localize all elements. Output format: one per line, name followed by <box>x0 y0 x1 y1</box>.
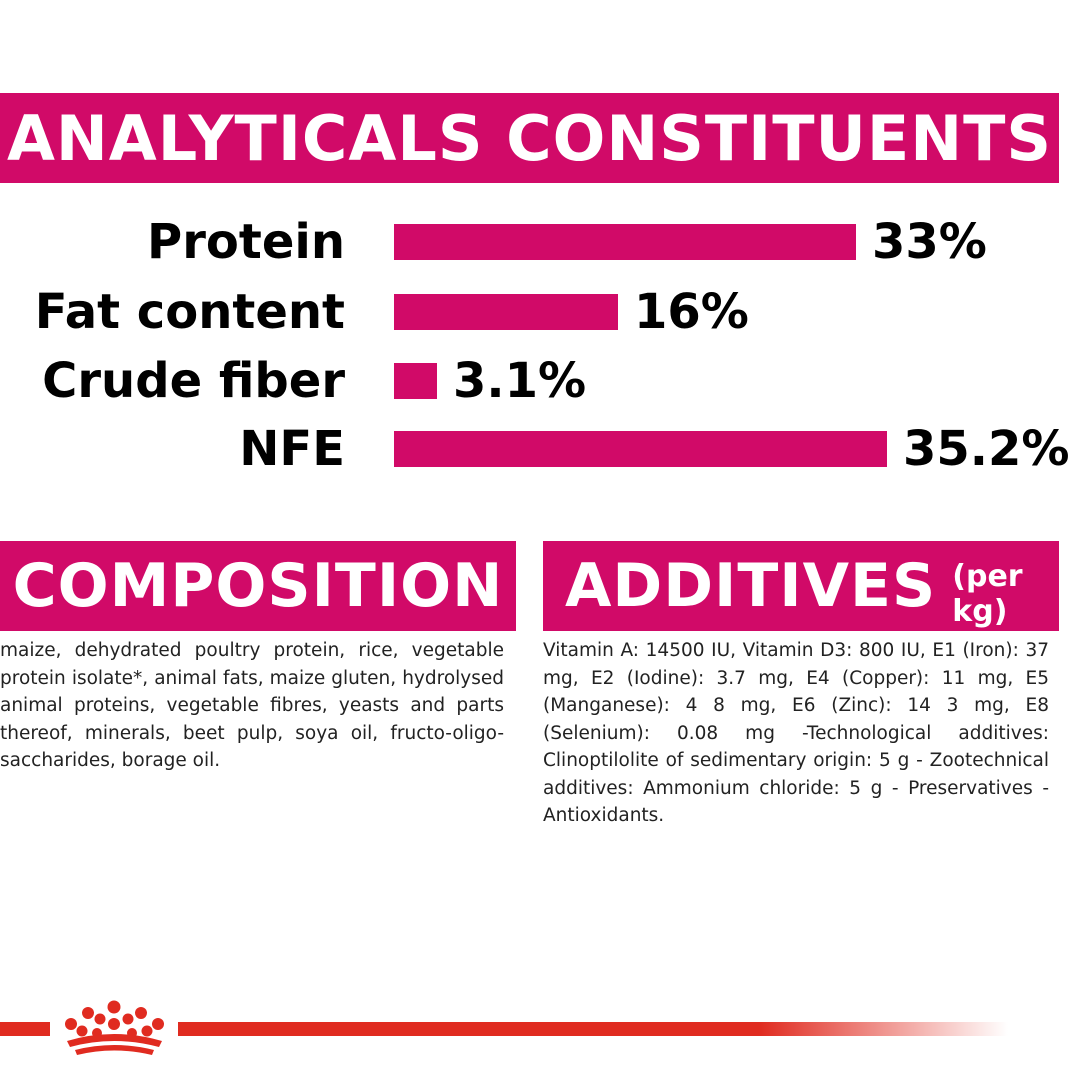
constituent-bar <box>394 224 856 260</box>
constituent-value: 16% <box>634 284 749 340</box>
footer-line-right <box>178 1022 1008 1036</box>
footer-line-left <box>0 1022 50 1036</box>
constituent-bar <box>394 431 887 467</box>
constituent-label: Fat content <box>34 284 345 340</box>
constituent-value: 35.2% <box>903 421 1070 477</box>
constituent-bar <box>394 294 618 330</box>
composition-banner: COMPOSITION <box>0 541 516 631</box>
composition-title: COMPOSITION <box>12 551 504 621</box>
additives-subtitle: (per kg) <box>952 559 1023 629</box>
composition-text: maize, dehydrated poultry protein, rice,… <box>0 640 504 771</box>
royal-canin-crown-icon <box>65 1000 164 1055</box>
constituent-label: Protein <box>147 214 345 270</box>
constituent-label: Crude fiber <box>42 353 345 409</box>
constituent-value: 3.1% <box>453 353 587 409</box>
constituent-value: 33% <box>872 214 987 270</box>
additives-text: Vitamin A: 14500 IU, Vitamin D3: 800 IU,… <box>543 640 1049 826</box>
analyticals-banner: ANALYTICALS CONSTITUENTS <box>0 93 1059 183</box>
analyticals-title: ANALYTICALS CONSTITUENTS <box>6 101 1053 175</box>
additives-title: ADDITIVES <box>565 551 937 621</box>
constituent-bar <box>394 363 437 399</box>
constituent-label: NFE <box>239 421 345 477</box>
additives-banner: ADDITIVES (per kg) <box>543 541 1059 631</box>
